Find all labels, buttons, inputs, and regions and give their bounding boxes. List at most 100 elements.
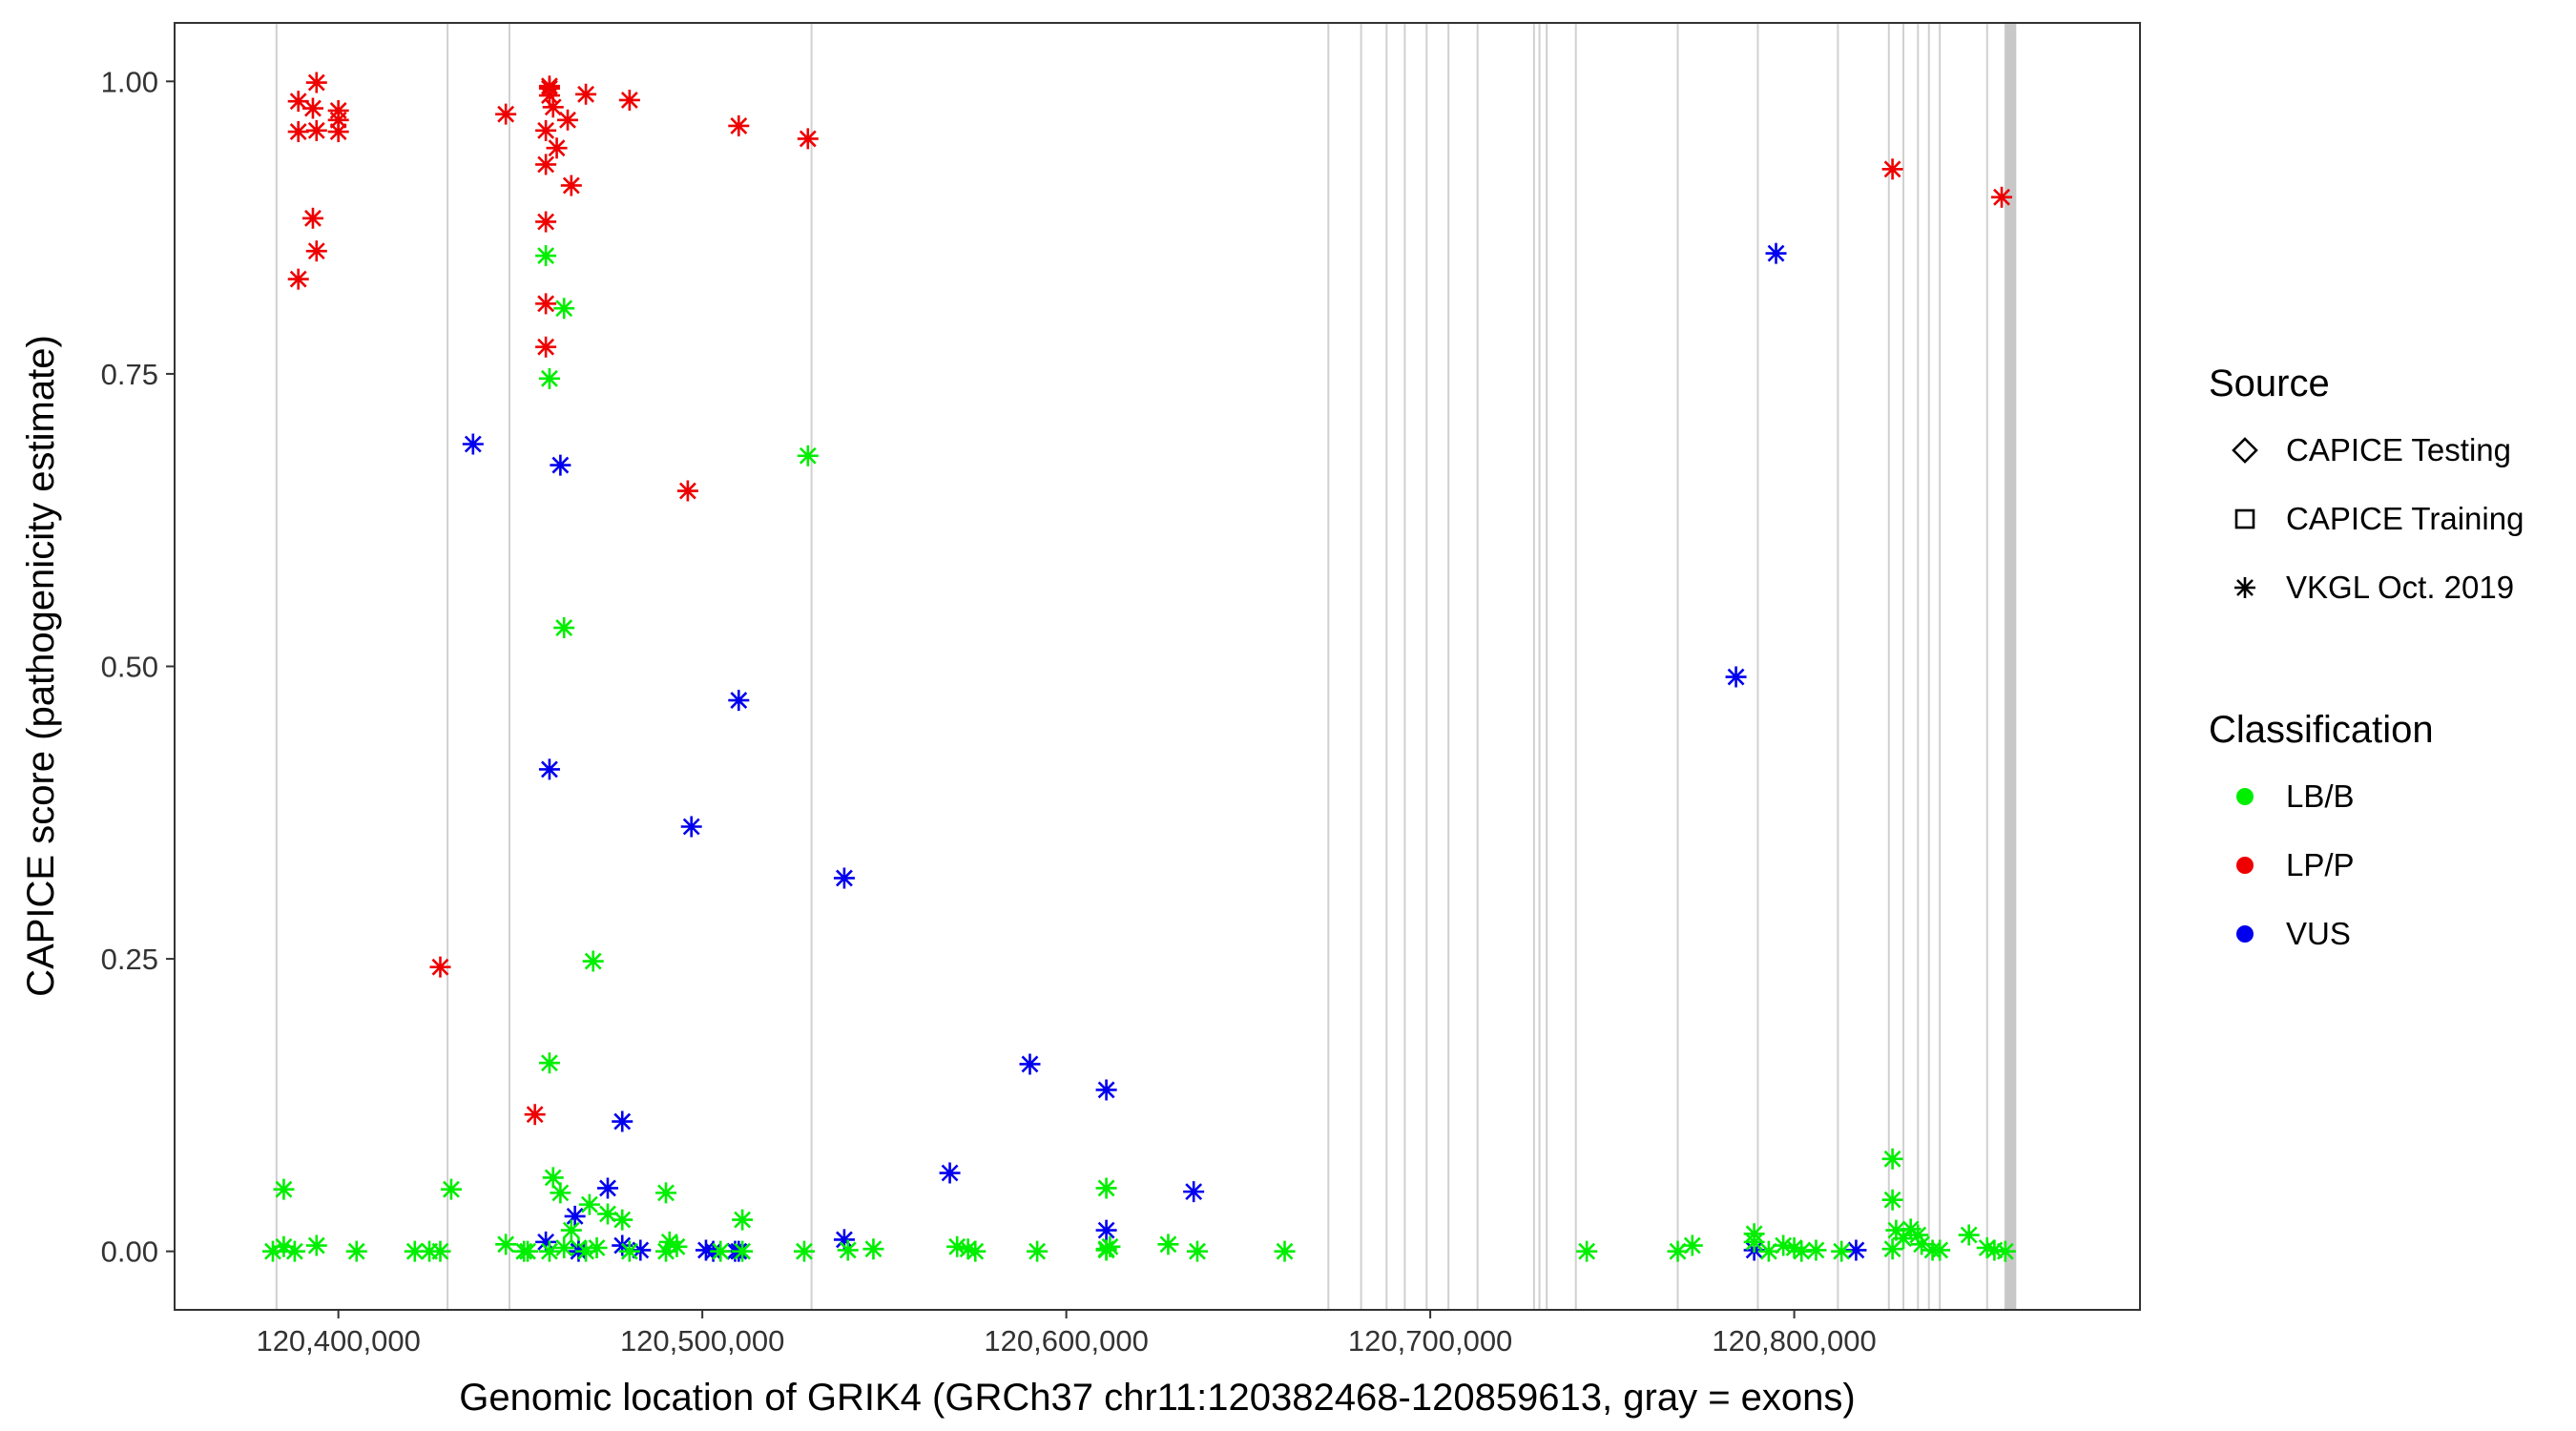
legend-label-training: CAPICE Training (2286, 501, 2524, 536)
data-point (1183, 1181, 1205, 1203)
asterisk-marker (553, 1237, 575, 1258)
data-point (1845, 1239, 1867, 1261)
y-tick-label: 0.75 (101, 358, 158, 391)
data-point (1743, 1231, 1765, 1253)
asterisk-marker (301, 97, 323, 119)
data-point (582, 950, 604, 972)
data-point (833, 1229, 855, 1251)
data-point (305, 1234, 327, 1256)
legend: Source Classification CAPICE Testing CAPI… (2209, 363, 2524, 951)
y-tick-label: 0.00 (101, 1235, 158, 1269)
data-point (305, 119, 327, 141)
data-point (301, 97, 323, 119)
data-point (946, 1235, 968, 1257)
data-point (586, 1237, 608, 1258)
asterisk-marker (305, 72, 327, 93)
asterisk-marker (732, 1209, 754, 1231)
data-point (1907, 1224, 1929, 1246)
panel-background (175, 23, 2140, 1310)
data-point (560, 175, 582, 197)
y-axis-title: CAPICE score (pathogenicity estimate) (20, 335, 62, 997)
data-point (404, 1240, 426, 1262)
data-point (710, 1240, 732, 1262)
asterisk-marker (680, 816, 702, 838)
data-point (1027, 1240, 1049, 1262)
asterisk-marker (287, 91, 309, 113)
asterisk-marker (676, 480, 698, 502)
data-point (1095, 1177, 1117, 1199)
data-point (535, 119, 557, 141)
asterisk-marker (535, 119, 557, 141)
asterisk-marker (837, 1239, 859, 1261)
data-point (658, 1231, 680, 1253)
legend-label-testing: CAPICE Testing (2286, 432, 2511, 467)
data-point (550, 1182, 571, 1204)
asterisk-marker (538, 1052, 560, 1074)
asterisk-marker (327, 121, 349, 143)
data-point (535, 293, 557, 315)
asterisk-marker (524, 1104, 546, 1126)
data-point (837, 1239, 859, 1261)
data-point (564, 1205, 586, 1227)
data-point (575, 83, 597, 105)
data-point (305, 72, 327, 93)
asterisk-marker (538, 758, 560, 780)
asterisk-marker (1099, 1235, 1121, 1257)
data-point (578, 1193, 600, 1215)
asterisk-marker (1984, 1239, 2005, 1261)
data-point (1783, 1237, 1805, 1258)
data-point (327, 109, 349, 131)
asterisk-marker (287, 268, 309, 290)
asterisk-marker (535, 154, 557, 176)
asterisk-marker (538, 1240, 560, 1262)
asterisk-marker (1881, 158, 1903, 180)
data-point (676, 480, 698, 502)
asterisk-marker (1893, 1228, 1915, 1250)
data-point (1831, 1240, 1853, 1262)
data-point (618, 1240, 640, 1262)
data-point (538, 1240, 560, 1262)
data-point (957, 1238, 979, 1260)
asterisk-marker (833, 1229, 855, 1251)
data-point (345, 1240, 367, 1262)
data-point (538, 77, 560, 99)
data-point (550, 454, 571, 476)
asterisk-marker (1881, 1238, 1903, 1260)
data-point (1773, 1234, 1795, 1256)
data-point (553, 1237, 575, 1258)
legend-source-title: Source (2209, 363, 2330, 404)
data-point (793, 1240, 815, 1262)
data-point (1019, 1053, 1041, 1075)
data-point (262, 1240, 283, 1262)
asterisk-marker (939, 1162, 961, 1184)
data-point (1095, 1079, 1117, 1101)
asterisk-marker (612, 1209, 634, 1231)
asterisk-marker (1576, 1240, 1598, 1262)
data-point (1958, 1224, 1980, 1246)
exon-band (2005, 23, 2017, 1310)
asterisk-marker (658, 1231, 680, 1253)
asterisk-marker (535, 1231, 557, 1253)
asterisk-marker (1907, 1224, 1929, 1246)
asterisk-marker (553, 298, 575, 320)
asterisk-marker (546, 137, 568, 159)
y-tick-label: 0.25 (101, 943, 158, 976)
data-point (596, 1203, 618, 1225)
legend-label-vus: VUS (2286, 916, 2351, 951)
asterisk-marker (538, 77, 560, 99)
data-point (560, 1219, 582, 1241)
asterisk-marker (495, 1234, 517, 1255)
data-point (728, 690, 750, 712)
data-point (273, 1235, 295, 1257)
asterisk-marker (262, 1240, 283, 1262)
x-tick-label: 120,700,000 (1348, 1324, 1512, 1358)
asterisk-marker (578, 1193, 600, 1215)
asterisk-marker (1773, 1234, 1795, 1256)
data-point (612, 1209, 634, 1231)
asterisk-marker (586, 1237, 608, 1258)
asterisk-marker (946, 1235, 968, 1257)
asterisk-marker (797, 128, 819, 150)
asterisk-marker (1765, 242, 1787, 264)
asterisk-marker (1757, 1240, 1779, 1262)
data-point (462, 433, 484, 455)
